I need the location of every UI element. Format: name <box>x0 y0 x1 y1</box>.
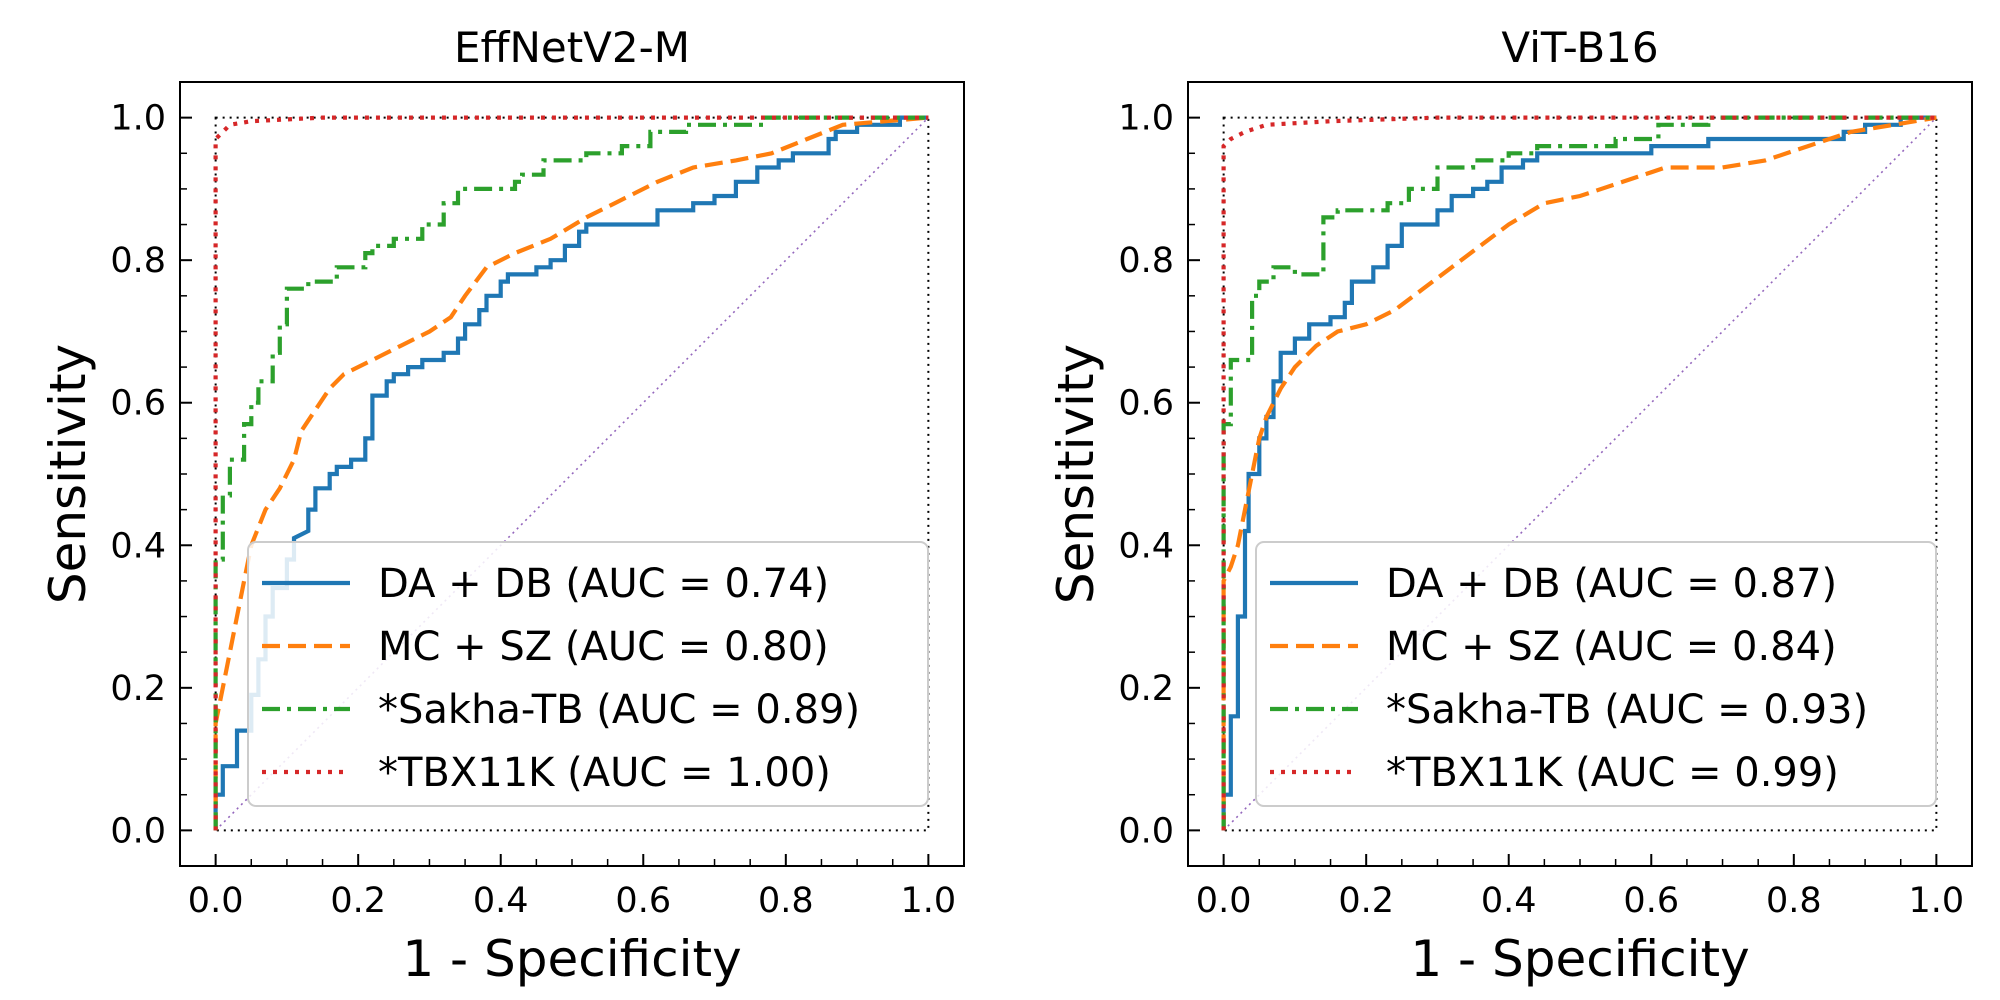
x-tick-label: 0.2 <box>330 881 386 921</box>
y-tick-label: 0.6 <box>1118 384 1174 424</box>
x-tick-label: 0.4 <box>1481 881 1537 921</box>
y-tick-label: 1.0 <box>110 99 166 139</box>
y-tick-label: 0.8 <box>1118 241 1174 281</box>
y-axis-label: Sensitivity <box>1047 344 1105 604</box>
legend-entry-label: DA + DB (AUC = 0.87) <box>1386 561 1837 607</box>
chart-title: EffNetV2-M <box>454 23 690 72</box>
legend-entry-label: DA + DB (AUC = 0.74) <box>378 561 829 607</box>
legend-box <box>1255 541 1937 807</box>
roc-curve-series-3 <box>213 115 929 831</box>
roc-panel-0: 0.0 0.0 0.2 0.2 0.4 0.4 0.6 0.6 0.8 0.8 1.0 1.0 EffN… <box>39 23 965 988</box>
roc-curve-series-1 <box>213 115 929 831</box>
roc-curve-series-3 <box>1221 115 1937 831</box>
x-axis-label: 1 - Specificity <box>1410 930 1749 988</box>
roc-panel-1: 0.0 0.0 0.2 0.2 0.4 0.4 0.6 0.6 0.8 0.8 1.0 1.0 ViT-… <box>1047 23 1973 988</box>
roc-curve-series-1 <box>1221 115 1937 831</box>
x-axis-label: 1 - Specificity <box>402 930 741 988</box>
y-tick-label: 0.2 <box>1118 669 1174 709</box>
roc-curve-series-2 <box>1221 115 1937 831</box>
y-tick-label: 0.8 <box>110 241 166 281</box>
legend-entry-label: MC + SZ (AUC = 0.80) <box>378 624 829 670</box>
y-tick-label: 0.0 <box>1118 811 1174 851</box>
y-tick-label: 0.6 <box>110 384 166 424</box>
legend-box <box>247 541 929 807</box>
y-axis-label: Sensitivity <box>39 344 97 604</box>
y-tick-label: 0.4 <box>1118 526 1174 566</box>
x-tick-label: 0.2 <box>1338 881 1394 921</box>
legend-entry-label: *Sakha-TB (AUC = 0.93) <box>1386 687 1868 733</box>
roc-curve-series-0 <box>1221 115 1937 831</box>
y-tick-label: 0.2 <box>110 669 166 709</box>
x-tick-label: 0.0 <box>1196 881 1252 921</box>
legend-entry-label: MC + SZ (AUC = 0.84) <box>1386 624 1837 670</box>
x-tick-label: 0.6 <box>1623 881 1679 921</box>
x-tick-label: 0.6 <box>615 881 671 921</box>
x-tick-label: 0.4 <box>473 881 529 921</box>
legend-entry-label: *TBX11K (AUC = 1.00) <box>378 750 831 796</box>
y-tick-label: 1.0 <box>1118 99 1174 139</box>
roc-curve-series-2 <box>213 115 929 831</box>
legend-entry-label: *Sakha-TB (AUC = 0.89) <box>378 687 860 733</box>
legend-entry-label: *TBX11K (AUC = 0.99) <box>1386 750 1839 796</box>
chart-title: ViT-B16 <box>1501 23 1658 72</box>
x-tick-label: 0.8 <box>1766 881 1822 921</box>
y-tick-label: 0.4 <box>110 526 166 566</box>
x-tick-label: 0.8 <box>758 881 814 921</box>
y-tick-label: 0.0 <box>110 811 166 851</box>
x-tick-label: 0.0 <box>188 881 244 921</box>
x-tick-label: 1.0 <box>1909 881 1965 921</box>
x-tick-label: 1.0 <box>901 881 957 921</box>
